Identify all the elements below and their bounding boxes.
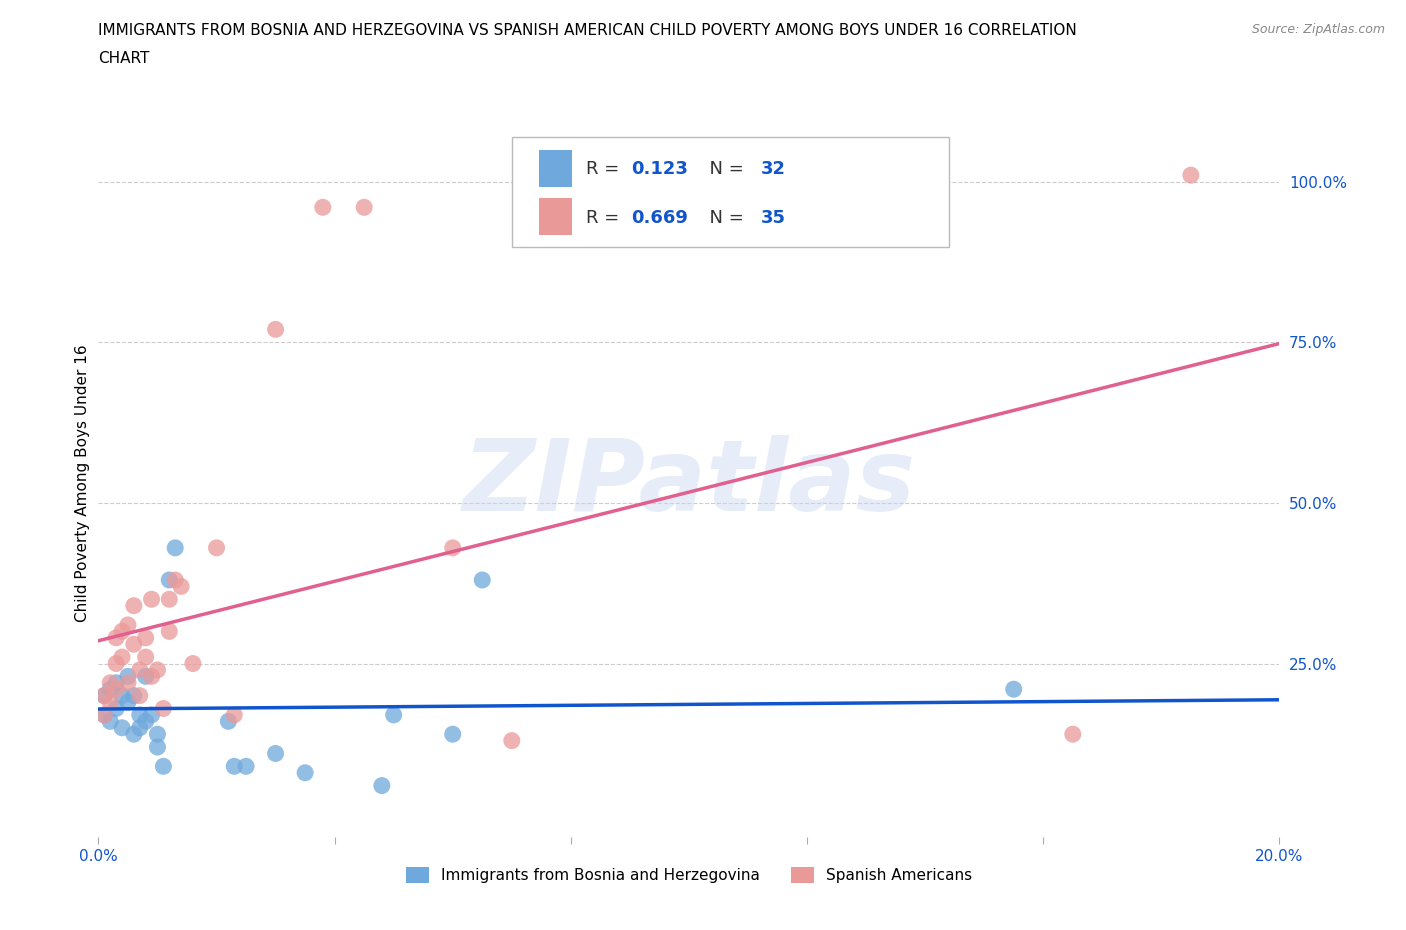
Point bbox=[141, 708, 163, 723]
Point bbox=[141, 591, 163, 606]
Text: N =: N = bbox=[699, 208, 749, 227]
Text: Source: ZipAtlas.com: Source: ZipAtlas.com bbox=[1251, 23, 1385, 36]
Point bbox=[135, 714, 157, 729]
Point bbox=[128, 708, 150, 723]
Point bbox=[128, 662, 150, 677]
Point bbox=[146, 726, 169, 741]
Point bbox=[170, 579, 193, 594]
Point bbox=[441, 726, 464, 741]
Point bbox=[157, 591, 180, 606]
Point bbox=[165, 540, 187, 555]
Point bbox=[224, 708, 246, 723]
Point bbox=[117, 675, 139, 690]
Text: ZIPatlas: ZIPatlas bbox=[463, 435, 915, 532]
Point bbox=[1002, 682, 1025, 697]
Point bbox=[135, 650, 157, 665]
Point bbox=[501, 733, 523, 748]
Point bbox=[217, 714, 239, 729]
Point bbox=[105, 682, 128, 697]
Point bbox=[98, 714, 121, 729]
Point bbox=[117, 618, 139, 632]
Point bbox=[152, 701, 174, 716]
Text: R =: R = bbox=[586, 161, 626, 179]
Point bbox=[165, 573, 187, 588]
Point bbox=[146, 662, 169, 677]
Point bbox=[105, 701, 128, 716]
Point bbox=[135, 669, 157, 684]
Text: 0.669: 0.669 bbox=[631, 208, 688, 227]
Point bbox=[111, 650, 134, 665]
Point bbox=[141, 669, 163, 684]
Y-axis label: Child Poverty Among Boys Under 16: Child Poverty Among Boys Under 16 bbox=[75, 345, 90, 622]
Point bbox=[93, 688, 115, 703]
FancyBboxPatch shape bbox=[512, 138, 949, 246]
Point bbox=[135, 631, 157, 645]
Point bbox=[471, 573, 494, 588]
Point bbox=[122, 637, 145, 652]
Text: R =: R = bbox=[586, 208, 626, 227]
Bar bbox=[538, 198, 572, 235]
Point bbox=[93, 688, 115, 703]
Point bbox=[122, 726, 145, 741]
Point bbox=[312, 200, 335, 215]
Point bbox=[98, 675, 121, 690]
Text: 32: 32 bbox=[761, 161, 786, 179]
Point bbox=[122, 688, 145, 703]
Point bbox=[98, 695, 121, 710]
Point bbox=[111, 721, 134, 736]
Point bbox=[93, 708, 115, 723]
Point bbox=[264, 322, 287, 337]
Point bbox=[264, 746, 287, 761]
Point bbox=[105, 631, 128, 645]
Text: 35: 35 bbox=[761, 208, 786, 227]
Point bbox=[111, 624, 134, 639]
Point bbox=[1062, 726, 1084, 741]
Point bbox=[353, 200, 375, 215]
Legend: Immigrants from Bosnia and Herzegovina, Spanish Americans: Immigrants from Bosnia and Herzegovina, … bbox=[399, 861, 979, 889]
Point bbox=[128, 688, 150, 703]
Point bbox=[371, 778, 394, 793]
Point bbox=[224, 759, 246, 774]
Point bbox=[98, 682, 121, 697]
Text: CHART: CHART bbox=[98, 51, 150, 66]
Point bbox=[1180, 167, 1202, 182]
Text: IMMIGRANTS FROM BOSNIA AND HERZEGOVINA VS SPANISH AMERICAN CHILD POVERTY AMONG B: IMMIGRANTS FROM BOSNIA AND HERZEGOVINA V… bbox=[98, 23, 1077, 38]
Point bbox=[117, 669, 139, 684]
Point bbox=[205, 540, 228, 555]
Point bbox=[128, 721, 150, 736]
Bar bbox=[538, 150, 572, 187]
Point bbox=[441, 540, 464, 555]
Point bbox=[294, 765, 316, 780]
Point bbox=[105, 675, 128, 690]
Point bbox=[157, 573, 180, 588]
Point bbox=[157, 624, 180, 639]
Point bbox=[152, 759, 174, 774]
Point bbox=[146, 739, 169, 754]
Point bbox=[235, 759, 257, 774]
Point bbox=[117, 695, 139, 710]
Point bbox=[111, 688, 134, 703]
Point bbox=[105, 656, 128, 671]
Point bbox=[181, 656, 204, 671]
Text: 0.123: 0.123 bbox=[631, 161, 688, 179]
Text: N =: N = bbox=[699, 161, 749, 179]
Point bbox=[122, 598, 145, 613]
Point bbox=[382, 708, 405, 723]
Point bbox=[93, 708, 115, 723]
